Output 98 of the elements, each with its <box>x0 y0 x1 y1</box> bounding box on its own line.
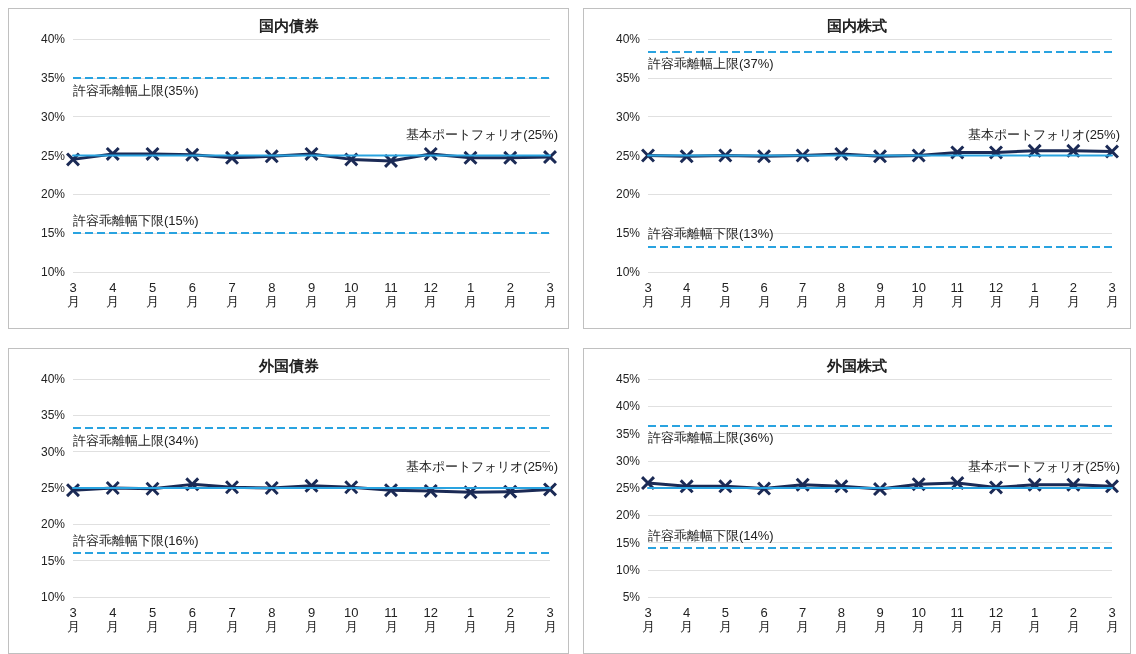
y-tick-label: 20% <box>40 187 66 202</box>
y-tick-label: 20% <box>40 517 66 532</box>
y-tick-label: 35% <box>40 408 66 423</box>
x-tick-label: 1月 <box>1028 279 1042 309</box>
series-label: 基本ポートフォリオ(25%) <box>968 126 1120 142</box>
x-tick-label: 9月 <box>873 604 887 634</box>
y-tick-label: 15% <box>615 226 641 241</box>
x-tick-label: 5月 <box>146 279 159 309</box>
y-tick-label: 20% <box>615 508 641 523</box>
x-tick-label: 10月 <box>344 604 359 634</box>
y-tick-label: 30% <box>40 444 66 459</box>
y-tick-label: 25% <box>615 148 641 163</box>
x-tick-label: 12月 <box>423 604 438 634</box>
x-tick-label: 2月 <box>503 279 517 309</box>
x-tick-label: 2月 <box>503 604 517 634</box>
y-tick-label: 15% <box>40 553 66 568</box>
y-tick-label: 10% <box>40 590 66 604</box>
y-tick-label: 10% <box>40 265 66 279</box>
x-tick-label: 5月 <box>146 604 159 634</box>
x-tick-label: 11月 <box>950 279 965 309</box>
x-tick-label: 7月 <box>225 279 239 309</box>
x-tick-label: 1月 <box>1028 604 1042 634</box>
x-tick-label: 4月 <box>106 604 120 634</box>
y-tick-label: 40% <box>40 32 66 46</box>
x-tick-label: 3月 <box>543 604 557 634</box>
y-tick-label: 35% <box>40 70 66 85</box>
y-tick-label: 40% <box>40 372 66 386</box>
x-tick-label: 4月 <box>680 604 694 634</box>
series-label: 基本ポートフォリオ(25%) <box>406 126 558 142</box>
y-tick-label: 40% <box>615 399 641 414</box>
x-tick-label: 3月 <box>1105 279 1119 309</box>
x-tick-label: 9月 <box>305 279 318 309</box>
x-tick-label: 11月 <box>384 279 398 309</box>
x-tick-label: 3月 <box>66 604 80 634</box>
y-tick-label: 35% <box>615 70 641 85</box>
x-tick-label: 6月 <box>757 279 771 309</box>
x-tick-label: 12月 <box>988 279 1004 309</box>
y-tick-label: 25% <box>40 148 66 163</box>
series-label: 基本ポートフォリオ(25%) <box>968 459 1120 474</box>
y-tick-label: 35% <box>615 426 641 441</box>
y-tick-label: 25% <box>615 481 641 495</box>
y-tick-label: 40% <box>615 32 641 46</box>
x-tick-label: 8月 <box>834 604 848 634</box>
x-tick-label: 3月 <box>66 279 80 309</box>
x-tick-label: 3月 <box>543 279 557 309</box>
ref-line-label: 許容乖離幅上限(37%) <box>648 56 774 72</box>
x-tick-label: 8月 <box>834 279 848 309</box>
x-tick-label: 2月 <box>1066 604 1080 634</box>
x-tick-label: 7月 <box>796 604 810 634</box>
chart-title: 国内債券 <box>258 17 319 34</box>
y-tick-label: 15% <box>40 226 66 241</box>
x-tick-label: 3月 <box>641 604 655 634</box>
x-tick-label: 8月 <box>265 604 279 634</box>
x-tick-label: 2月 <box>1066 279 1080 309</box>
chart-title: 国内株式 <box>827 17 887 34</box>
y-tick-label: 30% <box>615 453 641 468</box>
x-tick-label: 4月 <box>680 279 694 309</box>
x-tick-label: 8月 <box>265 279 279 309</box>
y-tick-label: 5% <box>622 590 641 604</box>
ref-line-label: 許容乖離幅上限(35%) <box>73 82 199 98</box>
chart-title: 外国債券 <box>257 357 319 374</box>
x-tick-label: 3月 <box>641 279 655 309</box>
y-tick-label: 45% <box>615 372 641 386</box>
series-label: 基本ポートフォリオ(25%) <box>406 459 558 474</box>
x-tick-label: 6月 <box>757 604 771 634</box>
x-tick-label: 10月 <box>911 604 926 634</box>
y-tick-label: 25% <box>40 481 66 495</box>
x-tick-label: 3月 <box>1105 604 1119 634</box>
x-tick-label: 5月 <box>718 604 732 634</box>
x-tick-label: 11月 <box>384 604 398 634</box>
x-tick-label: 4月 <box>106 279 120 309</box>
x-tick-label: 10月 <box>911 279 926 309</box>
x-tick-label: 5月 <box>718 279 732 309</box>
x-tick-label: 11月 <box>950 604 965 634</box>
ref-line-label: 許容乖離幅上限(36%) <box>648 430 774 446</box>
chart-title: 外国株式 <box>826 357 887 374</box>
x-tick-label: 9月 <box>305 604 318 634</box>
ref-line-label: 許容乖離幅上限(34%) <box>73 432 199 448</box>
x-tick-label: 12月 <box>988 604 1004 634</box>
y-tick-label: 20% <box>615 187 641 202</box>
x-tick-label: 7月 <box>225 604 239 634</box>
x-tick-label: 7月 <box>796 279 810 309</box>
y-tick-label: 10% <box>615 265 641 279</box>
x-tick-label: 1月 <box>464 279 477 309</box>
x-tick-label: 12月 <box>423 279 438 309</box>
y-tick-label: 30% <box>40 109 66 124</box>
ref-line-label: 許容乖離幅下限(15%) <box>73 213 199 229</box>
y-tick-label: 10% <box>615 562 641 577</box>
x-tick-label: 1月 <box>464 604 477 634</box>
x-tick-label: 6月 <box>185 604 199 634</box>
y-tick-label: 15% <box>615 535 641 550</box>
x-tick-label: 10月 <box>344 279 359 309</box>
ref-line-label: 許容乖離幅下限(14%) <box>648 527 774 543</box>
ref-line-label: 許容乖離幅下限(16%) <box>73 532 199 548</box>
x-tick-label: 9月 <box>873 279 887 309</box>
y-tick-label: 30% <box>615 109 641 124</box>
x-tick-label: 6月 <box>185 279 199 309</box>
ref-line-label: 許容乖離幅下限(13%) <box>648 226 774 242</box>
